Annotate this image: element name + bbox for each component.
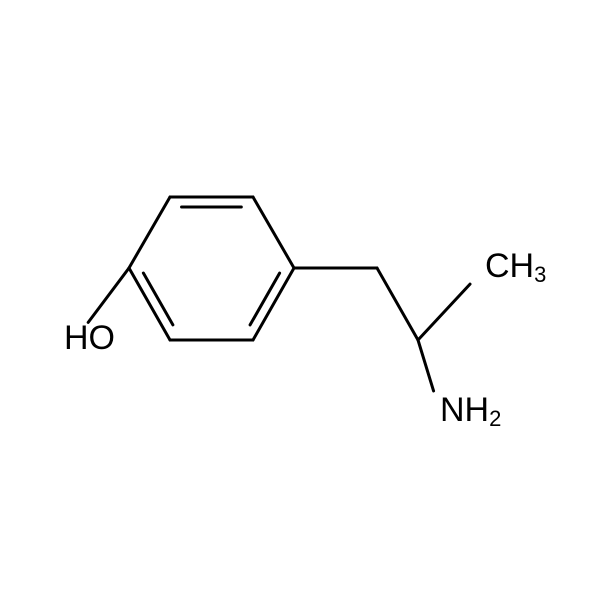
bond — [129, 197, 170, 268]
bond — [377, 268, 418, 340]
chemical-structure: HO CH3 NH2 — [0, 0, 600, 600]
atom-label: NH2 — [440, 391, 501, 431]
bond — [418, 340, 434, 391]
bond — [88, 268, 129, 322]
bond — [253, 268, 294, 340]
atom-label: CH3 — [485, 247, 546, 287]
bond — [418, 284, 470, 340]
bond — [253, 197, 294, 268]
bond — [129, 268, 170, 340]
atom-label: HO — [64, 319, 115, 357]
